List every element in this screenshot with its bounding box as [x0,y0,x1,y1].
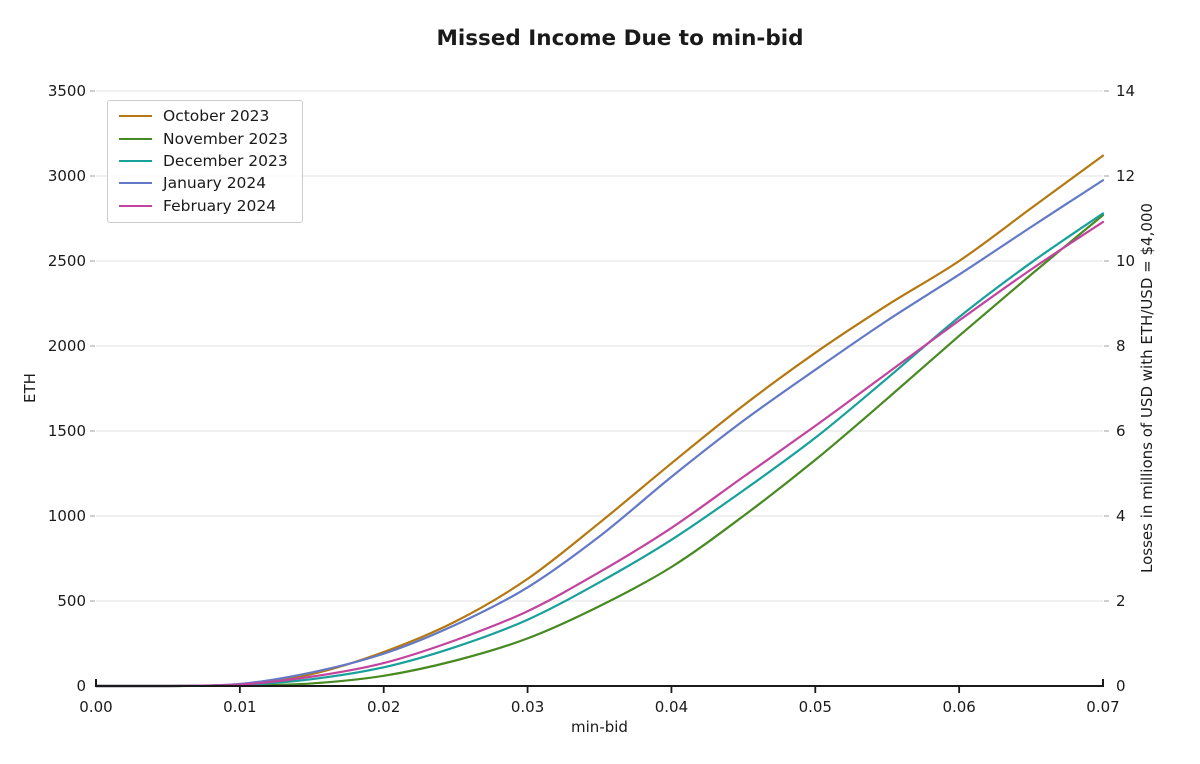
legend-label: December 2023 [163,151,288,170]
legend-label: January 2024 [163,174,267,193]
series-line-february-2024 [94,220,1105,688]
y-axis-label-right: Losses in millions of USD with ETH/USD =… [1138,203,1156,573]
y-left-tick-label: 500 [57,592,86,610]
y-left-tick-label: 1500 [47,422,86,440]
legend-line-swatch-january-2024 [119,182,152,185]
y-left-tick-label: 3000 [47,167,86,185]
x-tick-label: 0.00 [79,698,113,716]
y-right-tick-label: 6 [1116,422,1126,440]
x-tick-label: 0.07 [1086,698,1120,716]
legend-line-swatch-november-2023 [119,137,152,140]
legend-line-swatch-december-2023 [119,159,152,162]
legend-line-swatch-february-2024 [119,204,152,207]
y-left-tick-label: 3500 [47,82,86,100]
y-left-tick-label: 2000 [47,337,86,355]
x-tick-label: 0.06 [942,698,976,716]
chart-title: Missed Income Due to min-bid [436,26,804,51]
legend-item: January 2024 [119,172,288,194]
x-axis-label: min-bid [571,718,628,736]
y-right-tick-label: 4 [1116,507,1126,525]
y-right-tick-label: 8 [1116,337,1126,355]
y-right-tick-label: 2 [1116,592,1126,610]
x-tick-label: 0.04 [654,698,689,716]
legend: October 2023 November 2023 December 2023 Ja… [107,100,304,223]
series-line-january-2024 [94,179,1105,688]
legend-label: November 2023 [163,129,289,148]
y-left-tick-label: 2500 [47,252,86,270]
legend-line-swatch-october-2023 [119,115,152,118]
x-tick-label: 0.02 [367,698,401,716]
legend-item: November 2023 [119,127,288,149]
x-tick-label: 0.03 [510,698,545,716]
y-right-tick-label: 12 [1116,167,1136,185]
legend-item: October 2023 [119,105,288,127]
legend-item: December 2023 [119,150,288,172]
y-right-tick-label: 10 [1116,252,1136,270]
y-left-tick-label: 1000 [47,507,86,525]
x-tick-label: 0.05 [798,698,832,716]
series-line-november-2023 [94,214,1105,688]
legend-label: October 2023 [163,107,270,126]
y-right-tick-label: 14 [1116,82,1136,100]
legend-item: February 2024 [119,195,288,217]
x-tick-label: 0.01 [223,698,257,716]
y-left-tick-label: 0 [76,677,86,695]
y-axis-label-left: ETH [21,373,39,403]
y-right-tick-label: 0 [1116,677,1126,695]
series-line-december-2023 [94,212,1105,688]
legend-label: February 2024 [163,196,277,215]
